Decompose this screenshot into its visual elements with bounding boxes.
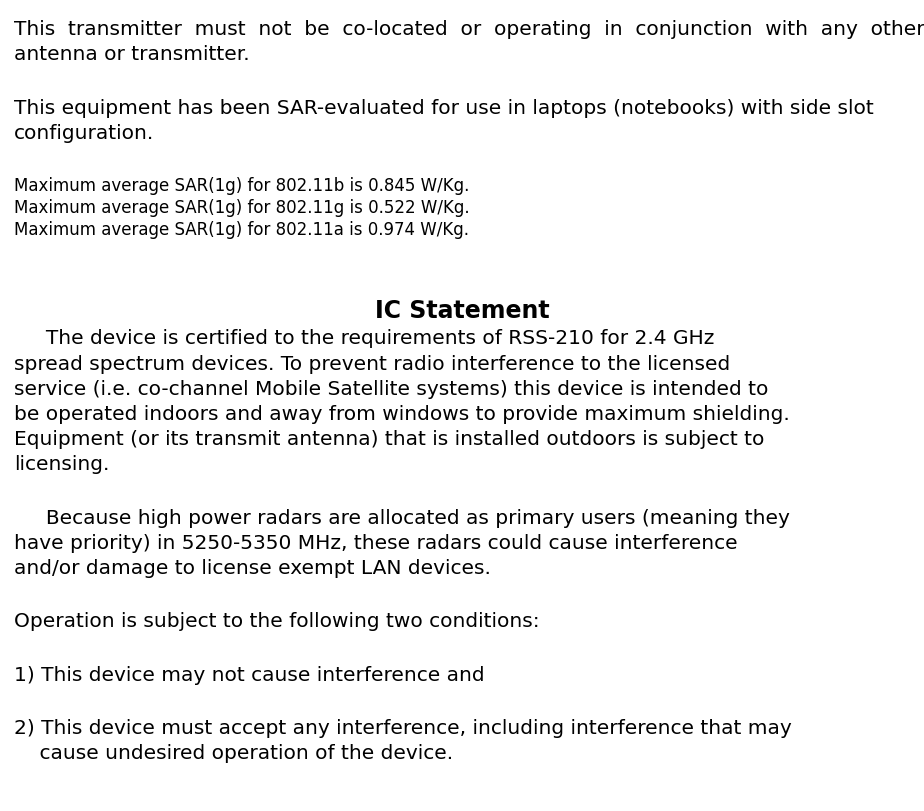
Text: be operated indoors and away from windows to provide maximum shielding.: be operated indoors and away from window… xyxy=(14,405,790,424)
Text: This  transmitter  must  not  be  co-located  or  operating  in  conjunction  wi: This transmitter must not be co-located … xyxy=(14,20,924,39)
Text: have priority) in 5250-5350 MHz, these radars could cause interference: have priority) in 5250-5350 MHz, these r… xyxy=(14,534,737,553)
Text: IC Statement: IC Statement xyxy=(375,298,549,323)
Text: Because high power radars are allocated as primary users (meaning they: Because high power radars are allocated … xyxy=(14,508,790,528)
Text: service (i.e. co-channel Mobile Satellite systems) this device is intended to: service (i.e. co-channel Mobile Satellit… xyxy=(14,380,768,399)
Text: This equipment has been SAR-evaluated for use in laptops (notebooks) with side s: This equipment has been SAR-evaluated fo… xyxy=(14,99,873,118)
Text: 1) This device may not cause interference and: 1) This device may not cause interferenc… xyxy=(14,666,484,684)
Text: The device is certified to the requirements of RSS-210 for 2.4 GHz: The device is certified to the requireme… xyxy=(14,329,714,349)
Text: cause undesired operation of the device.: cause undesired operation of the device. xyxy=(14,744,453,763)
Text: Maximum average SAR(1g) for 802.11b is 0.845 W/Kg.: Maximum average SAR(1g) for 802.11b is 0… xyxy=(14,178,469,195)
Text: and/or damage to license exempt LAN devices.: and/or damage to license exempt LAN devi… xyxy=(14,559,491,578)
Text: configuration.: configuration. xyxy=(14,124,154,143)
Text: Equipment (or its transmit antenna) that is installed outdoors is subject to: Equipment (or its transmit antenna) that… xyxy=(14,430,764,449)
Text: Operation is subject to the following two conditions:: Operation is subject to the following tw… xyxy=(14,612,540,632)
Text: antenna or transmitter.: antenna or transmitter. xyxy=(14,45,249,64)
Text: spread spectrum devices. To prevent radio interference to the licensed: spread spectrum devices. To prevent radi… xyxy=(14,354,730,374)
Text: licensing.: licensing. xyxy=(14,455,109,474)
Text: 2) This device must accept any interference, including interference that may: 2) This device must accept any interfere… xyxy=(14,719,792,738)
Text: Maximum average SAR(1g) for 802.11g is 0.522 W/Kg.: Maximum average SAR(1g) for 802.11g is 0… xyxy=(14,199,469,217)
Text: Maximum average SAR(1g) for 802.11a is 0.974 W/Kg.: Maximum average SAR(1g) for 802.11a is 0… xyxy=(14,221,468,238)
